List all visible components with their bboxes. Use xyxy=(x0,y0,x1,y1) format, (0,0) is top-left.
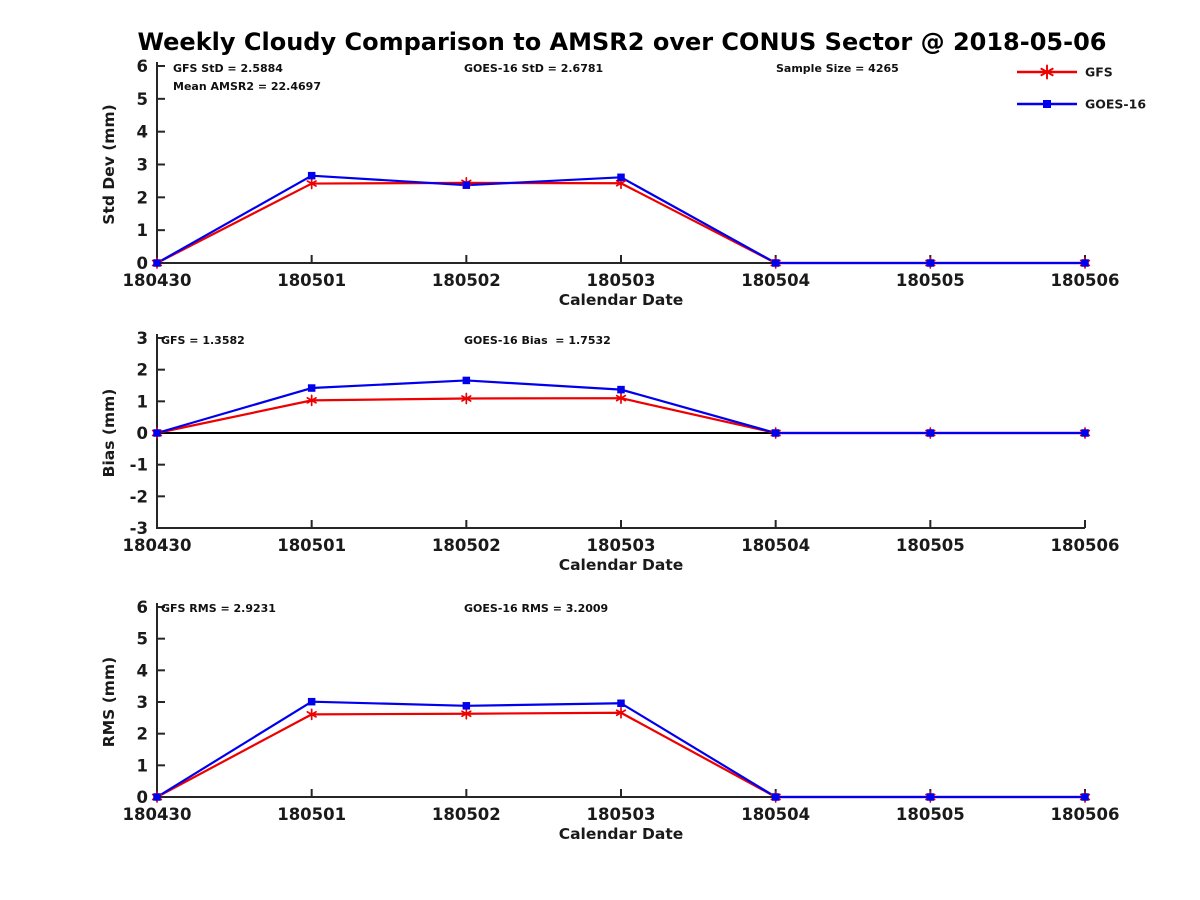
x-tick-label: 180501 xyxy=(277,536,346,555)
y-tick-label: -2 xyxy=(130,487,148,506)
legend-label: GFS xyxy=(1085,65,1113,80)
bias-annotation: GFS = 1.3582 xyxy=(161,334,245,347)
x-tick-label: 180506 xyxy=(1051,536,1120,555)
rms-marker-goes-16 xyxy=(1081,793,1089,801)
x-tick-label: 180430 xyxy=(123,805,192,824)
x-tick-label: 180503 xyxy=(587,271,656,290)
rms-marker-goes-16 xyxy=(771,793,780,801)
std-dev-marker-goes-16 xyxy=(462,181,471,189)
x-tick-label: 180502 xyxy=(432,805,501,824)
std-dev-annotation: Sample Size = 4265 xyxy=(776,62,899,75)
rms-marker-goes-16 xyxy=(926,793,935,801)
y-tick-label: -3 xyxy=(130,519,148,538)
std-dev-series-line-gfs xyxy=(156,181,1085,265)
y-tick-label: 1 xyxy=(137,756,148,775)
y-tick-label: 1 xyxy=(137,392,148,411)
rms-marker-gfs xyxy=(461,707,472,720)
legend-marker-asterisk xyxy=(1040,64,1054,80)
y-tick-label: 4 xyxy=(137,123,148,142)
bias-y-axis-title: Bias (mm) xyxy=(100,389,118,478)
std-dev-marker-goes-16 xyxy=(307,171,316,180)
bias-annotation: GOES-16 Bias = 1.7532 xyxy=(464,334,611,347)
y-tick-label: 2 xyxy=(137,725,148,744)
x-tick-label: 180501 xyxy=(277,805,346,824)
y-tick-label: 0 xyxy=(137,424,148,443)
std-dev-marker-goes-16 xyxy=(926,259,935,267)
x-tick-label: 180503 xyxy=(587,805,656,824)
rms-annotation: GFS RMS = 2.9231 xyxy=(161,602,276,615)
bias-marker-gfs xyxy=(615,392,627,405)
std-dev-x-axis-title: Calendar Date xyxy=(559,291,684,309)
x-tick-label: 180504 xyxy=(741,536,810,555)
y-tick-label: 5 xyxy=(137,630,148,649)
std-dev-annotation: GOES-16 StD = 2.6781 xyxy=(464,62,603,75)
bias-marker-gfs xyxy=(306,394,317,407)
x-tick-label: 180506 xyxy=(1051,271,1120,290)
legend-label: GOES-16 xyxy=(1085,97,1146,112)
rms-marker-gfs xyxy=(615,706,627,719)
bias-marker-goes-16 xyxy=(617,385,625,394)
rms-annotation: GOES-16 RMS = 3.2009 xyxy=(464,602,608,615)
y-tick-label: 3 xyxy=(137,329,148,348)
x-tick-label: 180504 xyxy=(741,805,810,824)
x-tick-label: 180505 xyxy=(896,536,965,555)
x-tick-label: 180504 xyxy=(741,271,810,290)
x-tick-label: 180505 xyxy=(896,271,965,290)
bias-marker-goes-16 xyxy=(1081,429,1089,437)
std-dev-marker-goes-16 xyxy=(617,173,625,182)
std-dev-marker-goes-16 xyxy=(771,259,780,267)
bias-marker-goes-16 xyxy=(926,429,935,437)
y-tick-label: 2 xyxy=(137,361,148,380)
rms-marker-goes-16 xyxy=(617,699,625,708)
rms-series-line-gfs xyxy=(156,711,1085,799)
y-tick-label: 4 xyxy=(137,661,148,680)
y-tick-label: 6 xyxy=(137,57,148,76)
std-dev-y-axis-title: Std Dev (mm) xyxy=(100,104,118,224)
y-tick-label: 3 xyxy=(137,156,148,175)
bias-marker-gfs xyxy=(461,392,472,405)
figure-title: Weekly Cloudy Comparison to AMSR2 over C… xyxy=(137,28,1107,56)
y-tick-label: 5 xyxy=(137,90,148,109)
x-tick-label: 180502 xyxy=(432,271,501,290)
rms-marker-goes-16 xyxy=(462,702,471,710)
x-tick-label: 180430 xyxy=(123,271,192,290)
y-tick-label: 3 xyxy=(137,693,148,712)
x-tick-label: 180502 xyxy=(432,536,501,555)
legend-marker-square xyxy=(1043,100,1051,108)
rms-marker-goes-16 xyxy=(153,793,161,801)
y-tick-label: 0 xyxy=(137,788,148,807)
y-tick-label: 6 xyxy=(137,598,148,617)
x-tick-label: 180506 xyxy=(1051,805,1120,824)
std-dev-marker-goes-16 xyxy=(1081,259,1089,267)
y-tick-label: 2 xyxy=(137,188,148,207)
rms-y-axis-title: RMS (mm) xyxy=(100,657,118,747)
x-tick-label: 180503 xyxy=(587,536,656,555)
std-dev-annotation: GFS StD = 2.5884 xyxy=(173,62,283,75)
rms-marker-goes-16 xyxy=(307,697,316,706)
std-dev-annotation: Mean AMSR2 = 22.4697 xyxy=(173,80,321,93)
bias-marker-goes-16 xyxy=(462,376,471,385)
x-tick-label: 180430 xyxy=(123,536,192,555)
rms-x-axis-title: Calendar Date xyxy=(559,825,684,843)
bias-x-axis-title: Calendar Date xyxy=(559,556,684,574)
std-dev-marker-goes-16 xyxy=(153,259,161,267)
y-tick-label: -1 xyxy=(130,456,148,475)
bias-marker-goes-16 xyxy=(307,384,316,392)
x-tick-label: 180501 xyxy=(277,271,346,290)
std-dev-marker-gfs xyxy=(306,177,317,190)
bias-marker-goes-16 xyxy=(153,429,161,437)
rms-marker-gfs xyxy=(306,708,317,721)
y-tick-label: 1 xyxy=(137,221,148,240)
x-tick-label: 180505 xyxy=(896,805,965,824)
y-tick-label: 0 xyxy=(137,254,148,273)
bias-marker-goes-16 xyxy=(771,429,780,437)
